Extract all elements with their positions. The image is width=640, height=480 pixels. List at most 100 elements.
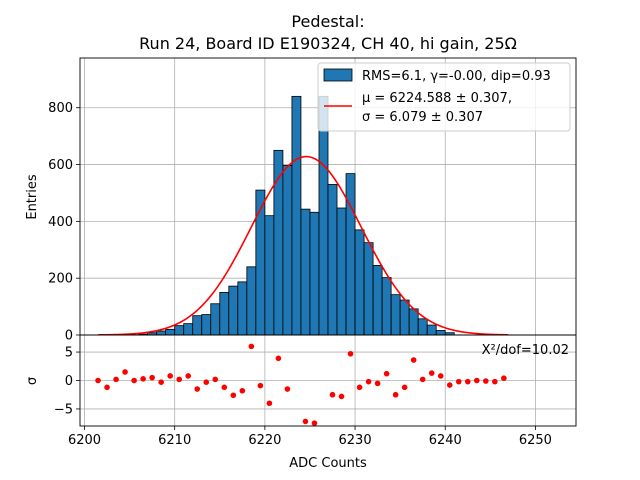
x-axis-ticks: 6200 6210 6220 6230 6240 6250: [68, 426, 552, 448]
histogram-bar: [174, 325, 185, 335]
histogram-bars: [138, 95, 455, 335]
residual-point: [248, 343, 255, 350]
legend-hist-label: RMS=6.1, γ=-0.00, dip=0.93: [362, 69, 551, 84]
residual-point: [284, 386, 291, 392]
x-tick-label: 6210: [158, 433, 191, 448]
residual-point: [347, 350, 354, 357]
residual-point: [392, 391, 399, 398]
residual-point: [122, 369, 128, 375]
y-axis-label-bottom: σ: [25, 377, 40, 385]
x-tick-label: 6230: [339, 433, 372, 448]
legend-fit-label-mu: μ = 6224.588 ± 0.307,: [362, 91, 512, 106]
residual-point: [167, 373, 173, 379]
histogram-bar: [390, 294, 401, 335]
y-tick-label: −5: [54, 402, 73, 417]
residual-point: [266, 400, 273, 407]
residual-point: [329, 391, 336, 398]
residual-point: [410, 357, 417, 363]
residual-point: [212, 376, 219, 383]
y-tick-label: 0: [65, 374, 73, 389]
y-axis-ticks-bottom: −5 0 5: [54, 346, 80, 417]
residual-point: [149, 374, 155, 381]
residual-point: [257, 382, 264, 389]
legend: RMS=6.1, γ=-0.00, dip=0.93 μ = 6224.588 …: [317, 62, 571, 132]
residual-point: [239, 387, 246, 394]
histogram-bar: [417, 318, 428, 335]
residual-points: [95, 343, 507, 426]
y-tick-label: 400: [48, 215, 73, 230]
y-axis-label-top: Entries: [25, 174, 40, 220]
residual-point: [104, 384, 110, 391]
histogram-bar: [336, 207, 347, 335]
residual-point: [113, 376, 119, 383]
residual-point: [437, 373, 444, 379]
histogram-bar: [318, 95, 329, 335]
residual-point: [455, 378, 462, 385]
histogram-bar: [354, 229, 365, 335]
x-tick-label: 6220: [248, 433, 281, 448]
histogram-bar: [327, 184, 338, 335]
residual-point: [446, 382, 453, 388]
residual-point: [311, 420, 318, 426]
residual-point: [158, 379, 164, 386]
chi2-annotation: X²/dof=10.02: [482, 343, 569, 358]
histogram-bar: [381, 277, 392, 335]
x-axis-label: ADC Counts: [289, 456, 367, 471]
residual-point: [185, 373, 192, 379]
y-axis-ticks-top: 0 200 400 600 800: [48, 101, 80, 344]
y-tick-label: 600: [48, 158, 73, 173]
residual-point: [230, 392, 237, 399]
histogram-bar: [435, 330, 446, 335]
residual-point: [221, 384, 228, 391]
chart-title-line2: Run 24, Board ID E190324, CH 40, hi gain…: [139, 34, 517, 53]
histogram-bar: [219, 291, 230, 335]
histogram-bar: [309, 211, 320, 335]
fit-curve: [98, 155, 509, 335]
residual-point: [203, 379, 210, 386]
residual-point: [194, 386, 201, 392]
histogram-bar: [408, 308, 419, 335]
residual-point: [131, 377, 137, 384]
histogram-bar: [363, 242, 374, 335]
residual-point: [419, 376, 426, 383]
residual-point: [275, 355, 282, 362]
residual-point: [140, 375, 146, 382]
residual-point: [401, 384, 408, 391]
histogram-bar: [165, 328, 176, 335]
histogram-bar: [264, 215, 275, 335]
histogram-bar: [282, 164, 293, 335]
histogram-bar: [426, 324, 437, 335]
residual-point: [176, 376, 182, 383]
x-tick-label: 6200: [68, 433, 101, 448]
histogram-bar: [192, 315, 203, 335]
residual-point: [492, 378, 498, 385]
y-tick-label: 5: [65, 346, 73, 361]
histogram-bar: [399, 299, 410, 335]
histogram-bar: [372, 264, 383, 335]
legend-box: [317, 62, 571, 132]
histogram-bar: [156, 330, 167, 335]
residual-point: [302, 418, 309, 425]
y-tick-label: 200: [48, 272, 73, 287]
residual-point: [356, 384, 363, 391]
histogram-bar: [300, 208, 311, 335]
histogram-bar: [345, 173, 356, 335]
histogram-bar: [183, 323, 194, 335]
residual-point: [383, 370, 390, 377]
x-tick-label: 6240: [429, 433, 462, 448]
x-tick-label: 6250: [519, 433, 552, 448]
residual-point: [374, 380, 381, 387]
legend-hist-swatch: [323, 68, 353, 82]
chart-title-line1: Pedestal:: [291, 12, 364, 31]
y-tick-label: 800: [48, 101, 73, 116]
histogram-bar: [228, 285, 239, 335]
histogram-bar: [237, 281, 248, 335]
residual-point: [474, 377, 480, 384]
histogram-bar: [255, 189, 266, 335]
residual-point: [95, 377, 101, 384]
histogram-bar: [246, 266, 257, 335]
histogram-bar: [210, 303, 221, 335]
y-tick-label: 0: [65, 329, 73, 344]
residual-point: [338, 393, 345, 400]
